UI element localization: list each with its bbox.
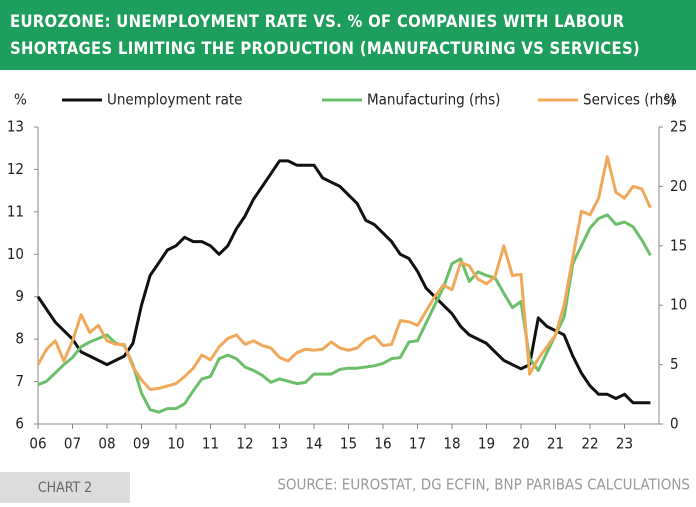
y2-tick-label: 25 (670, 118, 687, 136)
series-line (36, 159, 651, 405)
x-tick-label: 13 (271, 435, 288, 453)
y2-tick-label: 5 (670, 355, 679, 373)
y-tick-label: 13 (7, 118, 24, 136)
x-tick-label: 07 (64, 435, 81, 453)
x-tick-label: 14 (305, 435, 322, 453)
y-tick-label: 8 (15, 330, 24, 348)
source: SOURCE: EUROSTAT, DG ECFIN, BNP PARIBAS … (277, 476, 690, 494)
x-tick-label: 09 (133, 435, 150, 453)
x-tick-label: 22 (581, 435, 598, 453)
x-tick-label: 12 (236, 435, 253, 453)
x-tick-label: 21 (547, 435, 564, 453)
series-line (37, 213, 652, 414)
y-tick-label: 11 (7, 202, 24, 220)
x-tick-label: 15 (340, 435, 357, 453)
x-tick-label: 19 (478, 435, 495, 453)
y-tick-label: 6 (15, 415, 24, 433)
y-tick-label: 10 (7, 245, 24, 263)
series-line (36, 155, 652, 391)
x-tick-label: 11 (202, 435, 219, 453)
legend-label: Unemployment rate (107, 91, 242, 109)
y2-axis-label: % (664, 91, 677, 109)
legend-label: Services (rhs) (583, 91, 676, 109)
x-tick-label: 06 (29, 435, 46, 453)
y2-tick-label: 10 (670, 296, 687, 314)
y-tick-label: 9 (15, 287, 24, 305)
chart-label-box (0, 472, 130, 503)
y2-tick-label: 20 (670, 177, 687, 195)
y-tick-label: 7 (15, 372, 24, 390)
chart-label: CHART 2 (38, 480, 92, 496)
y-axis-label: % (14, 91, 27, 109)
y2-tick-label: 0 (670, 415, 679, 433)
x-tick-label: 16 (374, 435, 391, 453)
x-tick-label: 20 (512, 435, 529, 453)
x-tick-label: 08 (98, 435, 115, 453)
chart-title: EUROZONE: UNEMPLOYMENT RATE VS. % OF COM… (10, 12, 641, 58)
legend-label: Manufacturing (rhs) (367, 91, 500, 109)
x-tick-label: 23 (616, 435, 633, 453)
y2-tick-label: 15 (670, 236, 687, 254)
x-tick-label: 18 (443, 435, 460, 453)
x-tick-label: 17 (409, 435, 426, 453)
title-banner: EUROZONE: UNEMPLOYMENT RATE VS. % OF COM… (0, 0, 696, 70)
y-tick-label: 12 (7, 160, 24, 178)
x-tick-label: 10 (167, 435, 184, 453)
